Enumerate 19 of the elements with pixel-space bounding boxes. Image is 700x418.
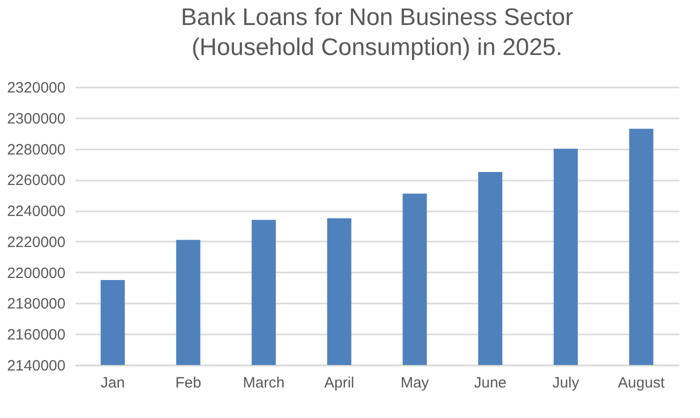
y-tick-label: 2180000 bbox=[7, 296, 66, 313]
y-tick-label: 2280000 bbox=[7, 141, 66, 158]
x-tick-label: April bbox=[324, 374, 354, 392]
chart-title: Bank Loans for Non Business Sector (Household Consumption) in 2025. bbox=[180, 4, 574, 61]
x-tick-label: May bbox=[400, 374, 430, 392]
x-tick-label: Jan bbox=[100, 374, 125, 392]
y-tick-label: 2200000 bbox=[7, 264, 66, 282]
x-tick-label: Feb bbox=[175, 374, 202, 392]
x-tick-label: July bbox=[552, 374, 580, 392]
y-tick-label: 2140000 bbox=[7, 358, 66, 374]
y-tick-label: 2300000 bbox=[7, 110, 66, 128]
x-tick-label: March bbox=[242, 374, 285, 392]
y-tick-label: 2220000 bbox=[7, 234, 66, 251]
x-tick-label: June bbox=[474, 374, 507, 392]
y-tick-label: 2160000 bbox=[7, 326, 66, 344]
y-tick-label: 2240000 bbox=[7, 203, 66, 220]
y-tick-label: 2260000 bbox=[7, 172, 66, 190]
y-tick-label: 2320000 bbox=[7, 80, 66, 96]
x-tick-label: August bbox=[618, 374, 666, 392]
